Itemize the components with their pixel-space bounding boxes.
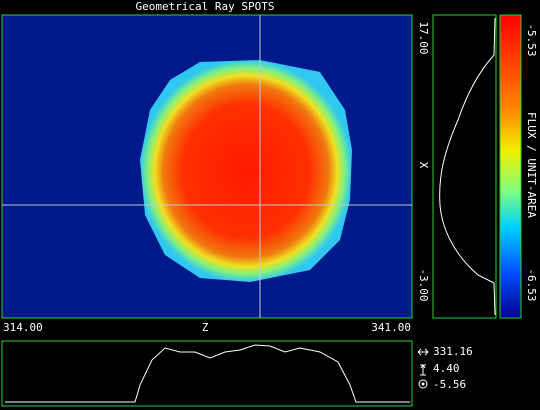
z-profile <box>1 340 413 407</box>
colorbar <box>499 14 522 319</box>
ray-spot <box>140 60 352 282</box>
z-max: 341.00 <box>371 321 411 334</box>
z-readout: 331.16 <box>433 345 473 358</box>
x-min: -3.00 <box>417 268 430 301</box>
z-profile-line <box>5 344 410 403</box>
x-profile-line <box>439 17 496 316</box>
x-label: X <box>417 162 430 169</box>
readout-icons <box>417 348 429 389</box>
z-min: 314.00 <box>3 321 43 334</box>
plot-title: Geometrical Ray SPOTS <box>135 0 274 13</box>
z-label: Z <box>202 321 209 334</box>
x-readout: 4.40 <box>433 362 460 375</box>
flux-readout: -5.56 <box>433 378 466 391</box>
colorbar-max: -5.53 <box>525 23 538 56</box>
colorbar-min: -6.53 <box>525 268 538 301</box>
flux-icon-dot <box>421 382 425 386</box>
colorbar-label: FLUX / UNIT-AREA <box>525 112 538 218</box>
x-max: 17.00 <box>417 21 430 54</box>
